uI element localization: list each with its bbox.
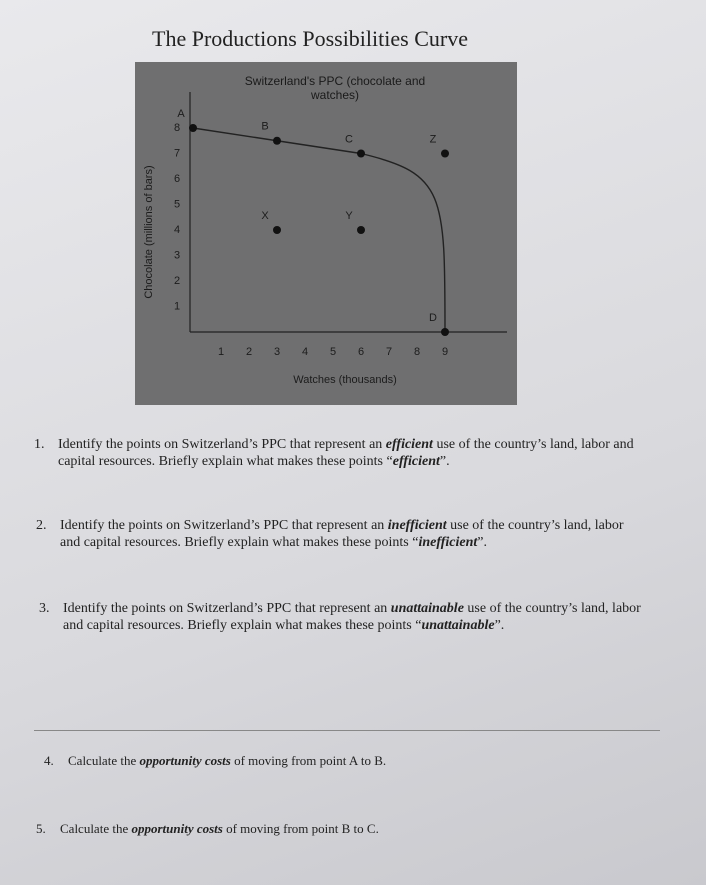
x-tick-label: 7: [386, 346, 392, 358]
x-tick-label: 4: [302, 346, 308, 358]
question-text: ”.: [439, 454, 450, 469]
chart: 1 2 3 4 5 6 7 8 9 1 2 3 4 5 6 7 8 Watches (thousands) Choc…: [143, 92, 507, 386]
question-text: use of the country’s land, labor and cap…: [58, 437, 634, 469]
question-text: Identify the points on Switzerland’s PPC…: [58, 437, 386, 452]
emphasis: opportunity costs: [139, 753, 231, 768]
question-number: 2.: [36, 518, 47, 533]
question-text: ”.: [477, 535, 487, 550]
x-tick-label: 1: [218, 346, 224, 358]
y-tick-label: 5: [174, 198, 180, 210]
question-text: Calculate the: [60, 821, 132, 836]
point-label: Z: [430, 133, 437, 145]
question: 1. Identify the points on Switzerland’s P…: [34, 436, 638, 470]
x-tick-label: 9: [442, 346, 448, 358]
question: 2. Identify the points on Switzerland’s P…: [36, 517, 640, 551]
question-text: use of the country’s land, labor and cap…: [63, 601, 641, 633]
question-number: 1.: [34, 437, 45, 452]
point-label: D: [429, 312, 437, 324]
x-axis-label: Watches (thousands): [293, 374, 397, 386]
question-text: Identify the points on Switzerland’s PPC…: [60, 518, 388, 533]
question-text: Calculate the: [68, 753, 140, 768]
y-tick-label: 4: [174, 224, 180, 236]
point-label: X: [261, 210, 269, 222]
x-tick-label: 3: [274, 346, 280, 358]
page-title: The Productions Possibilities Curve: [152, 26, 468, 51]
y-tick-label: 1: [174, 300, 180, 312]
question: 5. Calculate the opportunity costs of mov…: [36, 820, 640, 837]
y-tick-label: 8: [174, 122, 180, 134]
point-label: A: [177, 108, 185, 120]
y-tick-label: 6: [174, 173, 180, 185]
point: [189, 124, 197, 132]
x-tick-label: 5: [330, 346, 336, 358]
question-text: Identify the points on Switzerland’s PPC…: [63, 601, 391, 616]
y-axis-label: Chocolate (millions of bars): [143, 165, 155, 298]
emphasis: efficient: [392, 454, 440, 469]
point-label: C: [345, 133, 353, 145]
emphasis: unattainable: [421, 618, 495, 633]
y-tick-label: 2: [174, 275, 180, 287]
point-label: Y: [345, 210, 353, 222]
divider: [34, 730, 660, 731]
question-number: 4.: [44, 753, 54, 768]
y-tick-label: 7: [174, 147, 180, 159]
emphasis: opportunity costs: [131, 821, 223, 836]
x-tick-label: 6: [358, 346, 364, 358]
question: 4. Calculate the opportunity costs of mov…: [44, 752, 648, 769]
x-tick-label: 2: [246, 346, 252, 358]
point: [357, 149, 365, 158]
point: [273, 226, 281, 234]
question-number: 5.: [36, 821, 46, 836]
chart-title: Switzerland's PPC (chocolate and watches…: [244, 74, 426, 102]
emphasis: unattainable: [390, 601, 464, 616]
point: [441, 149, 449, 158]
point: [357, 226, 365, 234]
x-tick-label: 8: [414, 346, 420, 358]
emphasis: inefficient: [387, 518, 447, 533]
question-text: of moving from point A to B.: [230, 753, 387, 768]
point-label: B: [261, 121, 268, 133]
question-text: use of the country’s land, labor and cap…: [60, 518, 624, 550]
question: 3. Identify the points on Switzerland’s P…: [39, 600, 643, 634]
point: [273, 136, 281, 145]
y-tick-label: 3: [174, 249, 180, 261]
question-text: ”.: [494, 618, 505, 633]
ppc-curve: [192, 127, 446, 333]
point: [441, 328, 449, 336]
emphasis: efficient: [385, 437, 433, 452]
figure: 1 2 3 4 5 6 7 8 9 1 2 3 4 5 6 7 8 Watches (thousands) Choc…: [135, 62, 517, 405]
question-number: 3.: [39, 601, 50, 616]
emphasis: inefficient: [418, 535, 478, 550]
question-text: of moving from point B to C.: [222, 821, 379, 836]
